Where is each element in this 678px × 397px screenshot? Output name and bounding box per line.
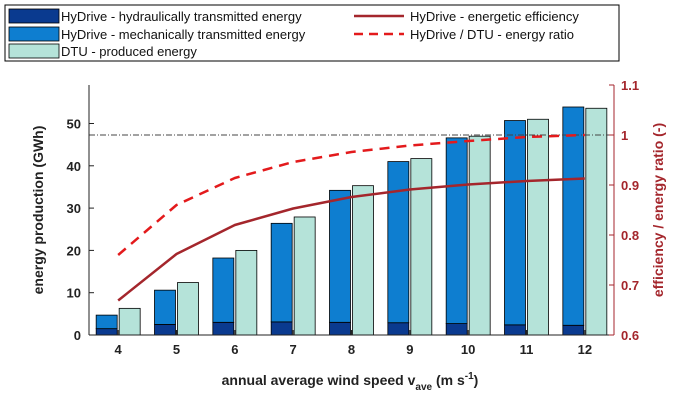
legend-label-efficiency: HyDrive - energetic efficiency: [410, 9, 579, 24]
x-tick-label-5: 5: [173, 342, 180, 357]
bar-hydraulic-12: [562, 324, 585, 336]
legend-item-ratio: HyDrive / DTU - energy ratio: [354, 27, 574, 42]
bar-mechanical-10: [445, 137, 468, 324]
bar-dtu-11: [527, 118, 549, 336]
y-right-tick-label-0.7: 0.7: [621, 278, 639, 293]
y-tick-label-20: 20: [67, 243, 81, 258]
bar-mechanical-5: [154, 289, 176, 325]
x-tick-label-11: 11: [520, 342, 534, 357]
bar-dtu-8: [352, 185, 374, 336]
bar-hydraulic-5: [154, 324, 176, 336]
y-axis-title: energy production (GWh): [30, 126, 46, 295]
bar-dtu-6: [235, 249, 258, 336]
x-tick-label-7: 7: [290, 342, 297, 357]
x-tick-label-10: 10: [461, 342, 475, 357]
legend: HyDrive - hydraulically transmitted ener…: [4, 4, 620, 62]
bar-dtu-5: [177, 282, 199, 336]
line-efficiency: [117, 177, 585, 302]
x-tick-label-12: 12: [578, 342, 592, 357]
bar-mechanical-4: [95, 314, 118, 330]
lines-layer: [117, 133, 585, 302]
y-axis-ticks: 0 10 20 30 40 50: [67, 116, 94, 343]
y-right-tick-label-0.6: 0.6: [621, 328, 639, 343]
x-axis-ticks: 4 5 6 7 8 9 10 11 12: [115, 330, 592, 357]
legend-item-dtu: DTU - produced energy: [8, 43, 197, 59]
legend-label-hydraulic: HyDrive - hydraulically transmitted ener…: [61, 9, 302, 24]
line-energy-ratio: [117, 133, 585, 256]
legend-label-mechanical: HyDrive - mechanically transmitted energ…: [61, 27, 306, 42]
y-tick-label-0: 0: [74, 328, 81, 343]
bar-mechanical-7: [270, 222, 293, 323]
bar-hydraulic-9: [387, 322, 410, 336]
bar-dtu-4: [118, 307, 141, 336]
legend-label-ratio: HyDrive / DTU - energy ratio: [410, 27, 574, 42]
x-tick-label-9: 9: [406, 342, 413, 357]
bar-mechanical-11: [504, 120, 526, 326]
bar-mechanical-6: [212, 257, 235, 323]
bar-dtu-9: [410, 158, 433, 336]
y-axis-right-ticks: 0.6 0.7 0.8 0.9 1 1.1: [609, 78, 639, 343]
bar-hydraulic-8: [329, 321, 351, 336]
bar-mechanical-8: [329, 189, 351, 323]
bar-hydraulic-6: [212, 321, 235, 336]
legend-item-mechanical: HyDrive - mechanically transmitted energ…: [8, 26, 306, 42]
bar-dtu-12: [585, 107, 608, 336]
y-right-tick-label-0.8: 0.8: [621, 228, 639, 243]
bar-mechanical-9: [387, 161, 410, 324]
bar-mechanical-12: [562, 106, 585, 326]
y-right-tick-label-0.9: 0.9: [621, 178, 639, 193]
bar-dtu-7: [293, 216, 316, 336]
legend-item-hydraulic: HyDrive - hydraulically transmitted ener…: [8, 8, 302, 24]
x-axis-title: annual average wind speed vave (m s-1): [222, 371, 479, 393]
bar-dtu-10: [468, 135, 491, 336]
y-tick-label-50: 50: [67, 116, 81, 131]
x-tick-label-8: 8: [348, 342, 355, 357]
bar-hydraulic-10: [445, 323, 468, 336]
bars-layer: [95, 106, 608, 336]
y-tick-label-40: 40: [67, 159, 81, 174]
legend-item-efficiency: HyDrive - energetic efficiency: [354, 9, 579, 24]
x-tick-label-6: 6: [231, 342, 238, 357]
x-tick-label-4: 4: [115, 342, 123, 357]
y-tick-label-10: 10: [67, 286, 81, 301]
y-right-tick-label-1: 1: [621, 128, 628, 143]
legend-label-dtu: DTU - produced energy: [61, 44, 197, 59]
bar-hydraulic-7: [270, 321, 293, 336]
y-right-tick-label-1.1: 1.1: [621, 78, 639, 93]
y-tick-label-30: 30: [67, 201, 81, 216]
bar-hydraulic-4: [95, 328, 118, 336]
y-axis-right-title: efficiency / energy ratio (-): [650, 123, 666, 297]
bar-hydraulic-11: [504, 324, 526, 336]
